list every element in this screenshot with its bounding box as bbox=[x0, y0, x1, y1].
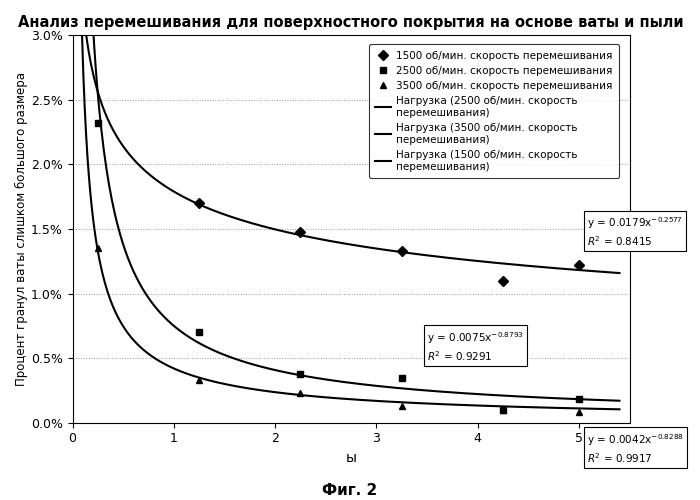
3500 об/мин. скорость перемешивания bbox=[296, 390, 304, 396]
1500 об/мин. скорость перемешивания bbox=[575, 262, 583, 268]
3500 об/мин. скорость перемешивания bbox=[398, 403, 406, 409]
3500 об/мин. скорость перемешивания bbox=[499, 407, 508, 413]
2500 об/мин. скорость перемешивания bbox=[296, 370, 304, 376]
3500 об/мин. скорость перемешивания bbox=[94, 246, 102, 252]
1500 об/мин. скорость перемешивания bbox=[195, 200, 204, 206]
Text: y = 0.0042x$^{-0.8288}$
$R^2$ = 0.9917: y = 0.0042x$^{-0.8288}$ $R^2$ = 0.9917 bbox=[587, 432, 684, 464]
2500 об/мин. скорость перемешивания bbox=[195, 330, 204, 336]
2500 об/мин. скорость перемешивания bbox=[398, 374, 406, 380]
Legend: 1500 об/мин. скорость перемешивания, 2500 об/мин. скорость перемешивания, 3500 о: 1500 об/мин. скорость перемешивания, 250… bbox=[369, 44, 619, 178]
2500 об/мин. скорость перемешивания bbox=[94, 120, 102, 126]
1500 об/мин. скорость перемешивания bbox=[398, 248, 406, 254]
2500 об/мин. скорость перемешивания bbox=[575, 396, 583, 402]
Y-axis label: Процент гранул ваты слишком большого размера: Процент гранул ваты слишком большого раз… bbox=[15, 72, 28, 386]
1500 об/мин. скорость перемешивания bbox=[499, 278, 508, 283]
Text: Фиг. 2: Фиг. 2 bbox=[323, 483, 377, 498]
1500 об/мин. скорость перемешивания bbox=[296, 228, 304, 234]
Title: Анализ перемешивания для поверхностного покрытия на основе ваты и пыли: Анализ перемешивания для поверхностного … bbox=[18, 15, 684, 30]
Line: 2500 об/мин. скорость перемешивания: 2500 об/мин. скорость перемешивания bbox=[94, 120, 582, 414]
2500 об/мин. скорость перемешивания bbox=[499, 407, 508, 413]
Line: 3500 об/мин. скорость перемешивания: 3500 об/мин. скорость перемешивания bbox=[94, 245, 582, 416]
Text: y = 0.0179x$^{-0.2577}$
$R^2$ = 0.8415: y = 0.0179x$^{-0.2577}$ $R^2$ = 0.8415 bbox=[587, 216, 683, 248]
3500 об/мин. скорость перемешивания bbox=[575, 410, 583, 416]
Line: 1500 об/мин. скорость перемешивания: 1500 об/мин. скорость перемешивания bbox=[196, 200, 582, 284]
Text: y = 0.0075x$^{-0.8793}$
$R^2$ = 0.9291: y = 0.0075x$^{-0.8793}$ $R^2$ = 0.9291 bbox=[427, 330, 524, 362]
3500 об/мин. скорость перемешивания bbox=[195, 377, 204, 383]
X-axis label: ы: ы bbox=[346, 451, 356, 465]
